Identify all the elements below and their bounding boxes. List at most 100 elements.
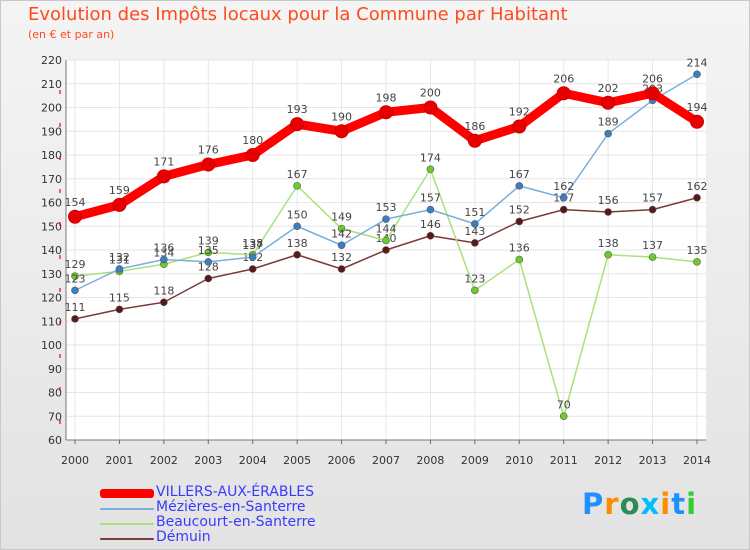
data-point: [245, 148, 260, 162]
data-point: [293, 182, 301, 190]
legend-label: VILLERS-AUX-ÉRABLES: [156, 484, 314, 500]
logo-letter: r: [604, 487, 620, 521]
data-point: [337, 241, 346, 250]
logo-letter: x: [640, 487, 661, 521]
data-label: 174: [420, 151, 441, 164]
data-point: [693, 193, 701, 202]
logo-letter: i: [660, 487, 672, 521]
data-label: 157: [420, 192, 441, 205]
data-label: 192: [509, 106, 530, 119]
x-tick-label: 2005: [283, 454, 311, 467]
data-label: 180: [242, 134, 263, 147]
data-label: 118: [153, 284, 174, 297]
x-tick-label: 2009: [461, 454, 489, 467]
y-tick-label: 90: [48, 363, 62, 376]
data-label: 115: [109, 291, 130, 304]
data-point: [426, 231, 435, 240]
data-label: 171: [153, 155, 174, 168]
x-tick-label: 2013: [639, 454, 667, 467]
data-label: 162: [687, 180, 708, 193]
x-tick-label: 2011: [550, 454, 578, 467]
legend-label: Démuin: [156, 529, 211, 545]
data-label: 123: [464, 272, 485, 285]
y-tick-label: 210: [41, 78, 62, 91]
data-label: 135: [687, 244, 708, 257]
data-label: 129: [65, 258, 86, 271]
data-point: [337, 224, 346, 233]
y-tick-label: 190: [41, 125, 62, 138]
data-point: [71, 272, 79, 280]
data-label: 202: [598, 82, 619, 95]
data-label: 156: [598, 194, 619, 207]
data-point: [71, 286, 79, 295]
y-tick-label: 150: [41, 220, 62, 233]
data-point: [601, 95, 616, 110]
logo-letter: o: [619, 487, 641, 521]
data-point: [382, 215, 390, 223]
data-label: 132: [331, 251, 352, 264]
data-point: [112, 197, 127, 212]
data-label: 131: [109, 253, 130, 266]
data-label: 152: [509, 204, 530, 217]
data-point: [604, 250, 612, 259]
data-label: 135: [198, 244, 219, 257]
data-point: [71, 315, 79, 323]
data-label: 214: [687, 56, 708, 69]
proxiti-logo: Proxiti: [582, 487, 697, 521]
data-label: 153: [376, 201, 397, 214]
data-point: [559, 412, 568, 421]
data-point: [204, 274, 213, 283]
y-tick-label: 70: [48, 410, 62, 423]
x-tick-label: 2006: [328, 454, 356, 467]
data-label: 167: [509, 168, 530, 181]
data-point: [648, 205, 657, 214]
data-point: [467, 133, 482, 148]
data-point: [160, 298, 168, 307]
y-tick-label: 180: [41, 149, 62, 162]
data-point: [204, 248, 213, 257]
data-point: [471, 286, 479, 295]
data-label: 150: [287, 208, 308, 221]
data-point: [604, 129, 612, 138]
data-label: 136: [509, 242, 530, 255]
data-label: 128: [198, 261, 219, 274]
y-tick-label: 120: [41, 292, 62, 305]
y-tick-label: 60: [48, 434, 62, 447]
y-tick-label: 200: [41, 102, 62, 115]
data-point: [515, 182, 524, 190]
data-point: [556, 86, 571, 101]
data-label: 151: [464, 206, 485, 219]
data-point: [515, 217, 524, 226]
data-label: 134: [153, 246, 174, 259]
logo-letter: i: [686, 487, 698, 521]
data-point: [293, 222, 301, 231]
data-label: 139: [198, 234, 219, 247]
data-point: [423, 100, 438, 115]
data-point: [604, 208, 612, 216]
legend-swatch: [100, 523, 154, 525]
data-point: [426, 165, 435, 174]
data-point: [293, 250, 301, 259]
chart-title: Evolution des Impôts locaux pour la Comm…: [28, 4, 568, 25]
data-label: 123: [65, 272, 86, 285]
data-label: 143: [464, 225, 485, 238]
legend-swatch: [100, 538, 154, 540]
logo-letter: P: [582, 487, 605, 521]
data-label: 157: [642, 192, 663, 205]
data-point: [204, 258, 213, 266]
legend-label: Mézières-en-Santerre: [156, 499, 306, 515]
data-label: 137: [642, 239, 663, 252]
data-point: [690, 114, 704, 129]
data-label: 193: [287, 103, 308, 116]
data-point: [156, 169, 171, 184]
data-label: 136: [153, 242, 174, 255]
data-point: [115, 265, 124, 273]
data-label: 144: [376, 223, 397, 236]
data-label: 132: [109, 251, 130, 264]
x-tick-label: 2010: [505, 454, 533, 467]
data-label: 190: [331, 110, 352, 123]
data-point: [693, 258, 701, 266]
y-tick-label: 80: [48, 387, 62, 400]
x-tick-label: 2000: [61, 454, 89, 467]
chart-subtitle: (en € et par an): [28, 28, 115, 41]
